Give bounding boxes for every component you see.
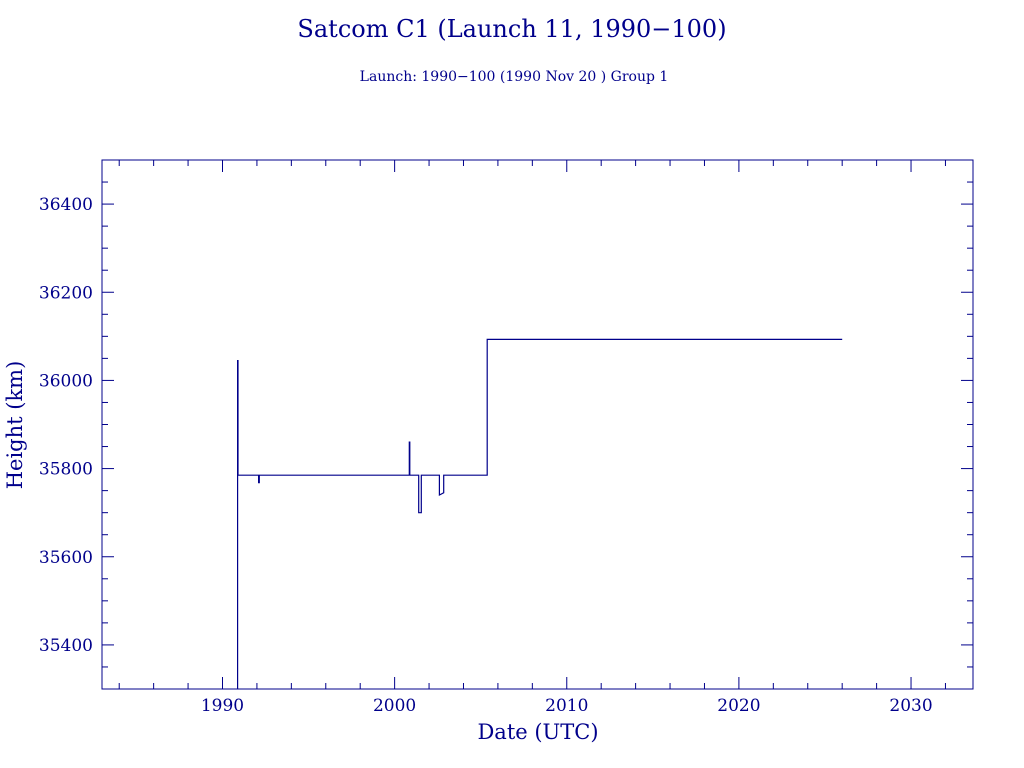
y-axis-tick-labels: 35400 35600 35800 36000 36200 36400 (39, 195, 93, 656)
x-axis-label: Date (UTC) (477, 720, 598, 744)
y-tick-label: 36200 (39, 283, 93, 303)
chart-subtitle: Launch: 1990−100 (1990 Nov 20 ) Group 1 (360, 69, 669, 85)
y-tick-label: 35800 (39, 460, 93, 480)
height-series-line (237, 338, 843, 689)
x-tick-label: 2020 (717, 696, 760, 716)
x-tick-label: 2000 (373, 696, 416, 716)
x-axis-tick-labels: 1990 2000 2010 2020 2030 (201, 696, 933, 716)
y-tick-label: 36000 (39, 371, 93, 391)
x-tick-label: 2010 (545, 696, 588, 716)
x-tick-label: 1990 (201, 696, 244, 716)
y-tick-label: 35600 (39, 548, 93, 568)
y-tick-label: 35400 (39, 636, 93, 656)
chart-title: Satcom C1 (Launch 11, 1990−100) (297, 15, 726, 43)
x-tick-label: 2030 (889, 696, 932, 716)
y-axis-label: Height (km) (3, 361, 27, 490)
y-tick-label: 36400 (39, 195, 93, 215)
x-axis-ticks (118, 160, 946, 689)
plot-frame (101, 159, 974, 690)
y-axis-ticks (102, 159, 973, 690)
